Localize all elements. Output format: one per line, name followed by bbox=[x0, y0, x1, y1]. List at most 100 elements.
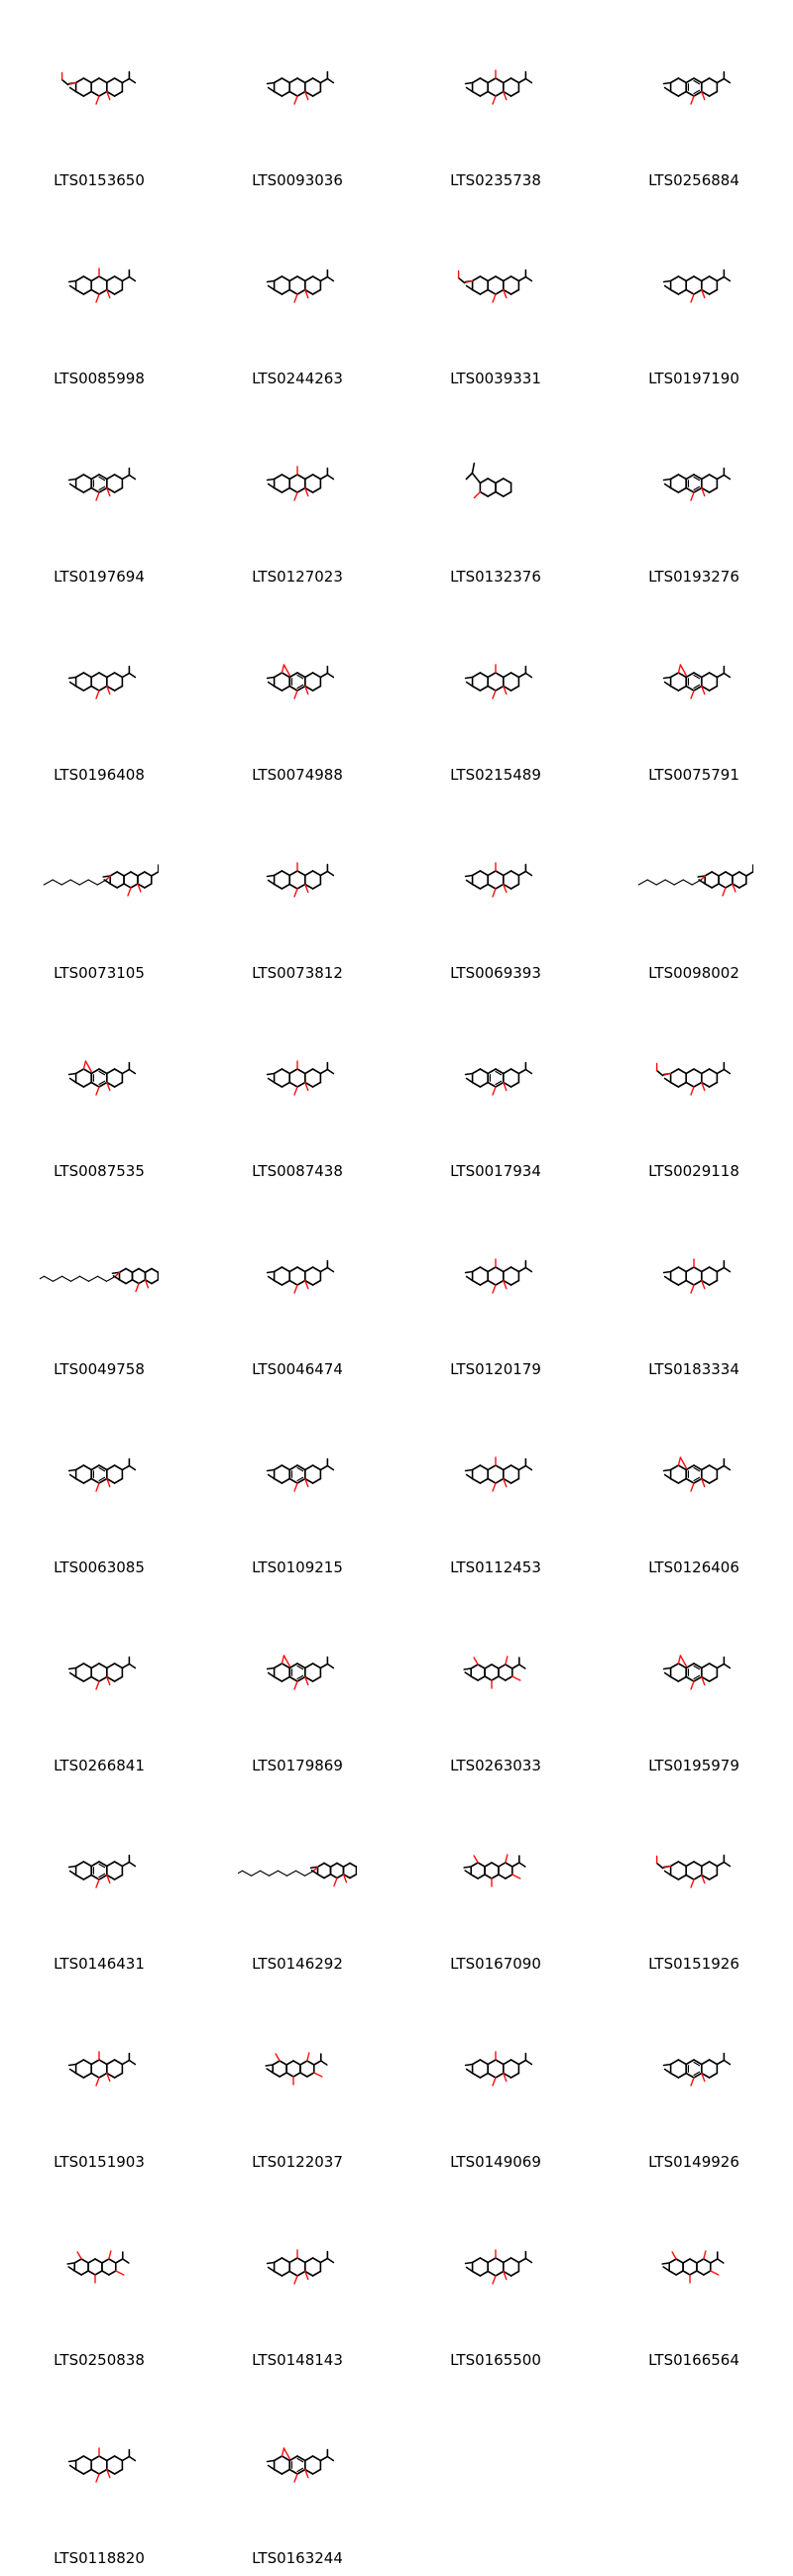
molecule-cell: LTS0075791 bbox=[595, 594, 793, 793]
molecule-cell: LTS0179869 bbox=[198, 1585, 396, 1783]
molecule-structure bbox=[662, 1655, 732, 1690]
molecule-structure bbox=[60, 70, 137, 105]
molecule-cell: LTS0120179 bbox=[396, 1189, 595, 1387]
molecule-id-label: LTS0197190 bbox=[648, 370, 739, 387]
molecule-cell: LTS0163244 bbox=[198, 2378, 396, 2576]
molecule-structure bbox=[464, 1061, 533, 1096]
molecule-cell: LTS0250838 bbox=[0, 2180, 198, 2378]
molecule-cell: LTS0193276 bbox=[595, 396, 793, 594]
molecule-id-label: LTS0195979 bbox=[648, 1757, 739, 1774]
molecule-structure bbox=[463, 1854, 526, 1887]
molecule-cell: LTS0127023 bbox=[198, 396, 396, 594]
molecule-structure bbox=[465, 462, 512, 499]
molecule-structure bbox=[67, 1854, 137, 1888]
molecule-cell: LTS0256884 bbox=[595, 0, 793, 198]
molecule-structure bbox=[67, 467, 137, 501]
molecule-id-label: LTS0166564 bbox=[648, 2351, 739, 2369]
molecule-id-label: LTS0075791 bbox=[648, 766, 739, 784]
molecule-id-label: LTS0179869 bbox=[252, 1757, 343, 1774]
molecule-cell: LTS0167090 bbox=[396, 1783, 595, 1982]
molecule-cell: LTS0074988 bbox=[198, 594, 396, 793]
molecule-cell: LTS0244263 bbox=[198, 198, 396, 396]
molecule-cell: LTS0122037 bbox=[198, 1982, 396, 2180]
molecule-cell: LTS0063085 bbox=[0, 1387, 198, 1585]
molecule-id-label: LTS0098002 bbox=[648, 964, 739, 982]
molecule-id-label: LTS0109215 bbox=[252, 1558, 343, 1576]
molecule-structure bbox=[662, 467, 732, 501]
molecule-id-label: LTS0087438 bbox=[252, 1162, 343, 1180]
molecule-structure bbox=[463, 1656, 526, 1689]
molecule-structure bbox=[637, 864, 753, 897]
molecule-structure bbox=[662, 1258, 732, 1294]
molecule-cell: LTS0017934 bbox=[396, 991, 595, 1189]
molecule-structure bbox=[266, 1060, 335, 1096]
molecule-id-label: LTS0118820 bbox=[54, 2549, 145, 2567]
molecule-cell: LTS0132376 bbox=[396, 396, 595, 594]
molecule-structure bbox=[266, 70, 335, 105]
molecule-id-label: LTS0151903 bbox=[54, 2153, 145, 2171]
molecule-cell: LTS0069393 bbox=[396, 793, 595, 991]
molecule-cell: LTS0109215 bbox=[198, 1387, 396, 1585]
molecule-cell: LTS0153650 bbox=[0, 0, 198, 198]
molecule-id-label: LTS0073812 bbox=[252, 964, 343, 982]
molecule-id-label: LTS0120179 bbox=[450, 1360, 541, 1378]
molecule-cell: LTS0266841 bbox=[0, 1585, 198, 1783]
molecule-id-label: LTS0263033 bbox=[450, 1757, 541, 1774]
molecule-structure bbox=[662, 70, 732, 105]
molecule-id-label: LTS0063085 bbox=[54, 1558, 145, 1576]
molecule-id-label: LTS0087535 bbox=[54, 1162, 145, 1180]
molecule-structure bbox=[67, 1060, 137, 1096]
molecule-cell: LTS0146431 bbox=[0, 1783, 198, 1982]
molecule-id-label: LTS0049758 bbox=[54, 1360, 145, 1378]
molecule-id-label: LTS0069393 bbox=[450, 964, 541, 982]
molecule-id-label: LTS0085998 bbox=[54, 370, 145, 387]
molecule-structure bbox=[67, 1656, 137, 1690]
molecule-cell: LTS0149069 bbox=[396, 1982, 595, 2180]
molecule-structure bbox=[266, 466, 335, 501]
molecule-id-label: LTS0149069 bbox=[450, 2153, 541, 2171]
molecule-cell: LTS0112453 bbox=[396, 1387, 595, 1585]
molecule-cell: LTS0197190 bbox=[595, 198, 793, 396]
molecule-id-label: LTS0112453 bbox=[450, 1558, 541, 1576]
molecule-cell: LTS0087438 bbox=[198, 991, 396, 1189]
molecule-structure bbox=[464, 1456, 533, 1492]
molecule-cell: LTS0146292 bbox=[198, 1783, 396, 1982]
molecule-id-label: LTS0146431 bbox=[54, 1955, 145, 1973]
molecule-id-label: LTS0132376 bbox=[450, 568, 541, 586]
molecule-cell: LTS0126406 bbox=[595, 1387, 793, 1585]
molecule-cell: LTS0049758 bbox=[0, 1189, 198, 1387]
molecule-structure bbox=[655, 1061, 732, 1096]
molecule-id-label: LTS0074988 bbox=[252, 766, 343, 784]
molecule-cell: LTS0093036 bbox=[198, 0, 396, 198]
molecule-cell: LTS0166564 bbox=[595, 2180, 793, 2378]
molecule-cell: LTS0148143 bbox=[198, 2180, 396, 2378]
molecule-cell: LTS0263033 bbox=[396, 1585, 595, 1783]
molecule-cell: LTS0029118 bbox=[595, 991, 793, 1189]
molecule-id-label: LTS0266841 bbox=[54, 1757, 145, 1774]
molecule-id-label: LTS0122037 bbox=[252, 2153, 343, 2171]
molecule-id-label: LTS0244263 bbox=[252, 370, 343, 387]
molecule-structure bbox=[266, 2249, 335, 2285]
molecule-structure bbox=[464, 664, 533, 699]
molecule-cell: LTS0195979 bbox=[595, 1585, 793, 1783]
molecule-structure bbox=[655, 1854, 732, 1888]
molecule-structure bbox=[464, 2051, 533, 2087]
molecule-structure bbox=[662, 2052, 732, 2087]
molecule-structure bbox=[662, 268, 732, 303]
molecule-structure bbox=[464, 862, 533, 898]
molecule-id-label: LTS0148143 bbox=[252, 2351, 343, 2369]
molecule-id-label: LTS0235738 bbox=[450, 171, 541, 189]
molecule-cell: LTS0165500 bbox=[396, 2180, 595, 2378]
molecule-structure bbox=[238, 1862, 357, 1887]
molecule-id-label: LTS0046474 bbox=[252, 1360, 343, 1378]
molecule-structure bbox=[67, 2051, 137, 2087]
molecule-structure bbox=[464, 2249, 533, 2285]
molecule-structure bbox=[266, 2447, 335, 2483]
molecule-id-label: LTS0017934 bbox=[450, 1162, 541, 1180]
molecule-id-label: LTS0197694 bbox=[54, 568, 145, 586]
molecule-structure bbox=[266, 1457, 335, 1492]
molecule-id-label: LTS0183334 bbox=[648, 1360, 739, 1378]
molecule-id-label: LTS0196408 bbox=[54, 766, 145, 784]
molecule-structure bbox=[66, 2250, 130, 2284]
